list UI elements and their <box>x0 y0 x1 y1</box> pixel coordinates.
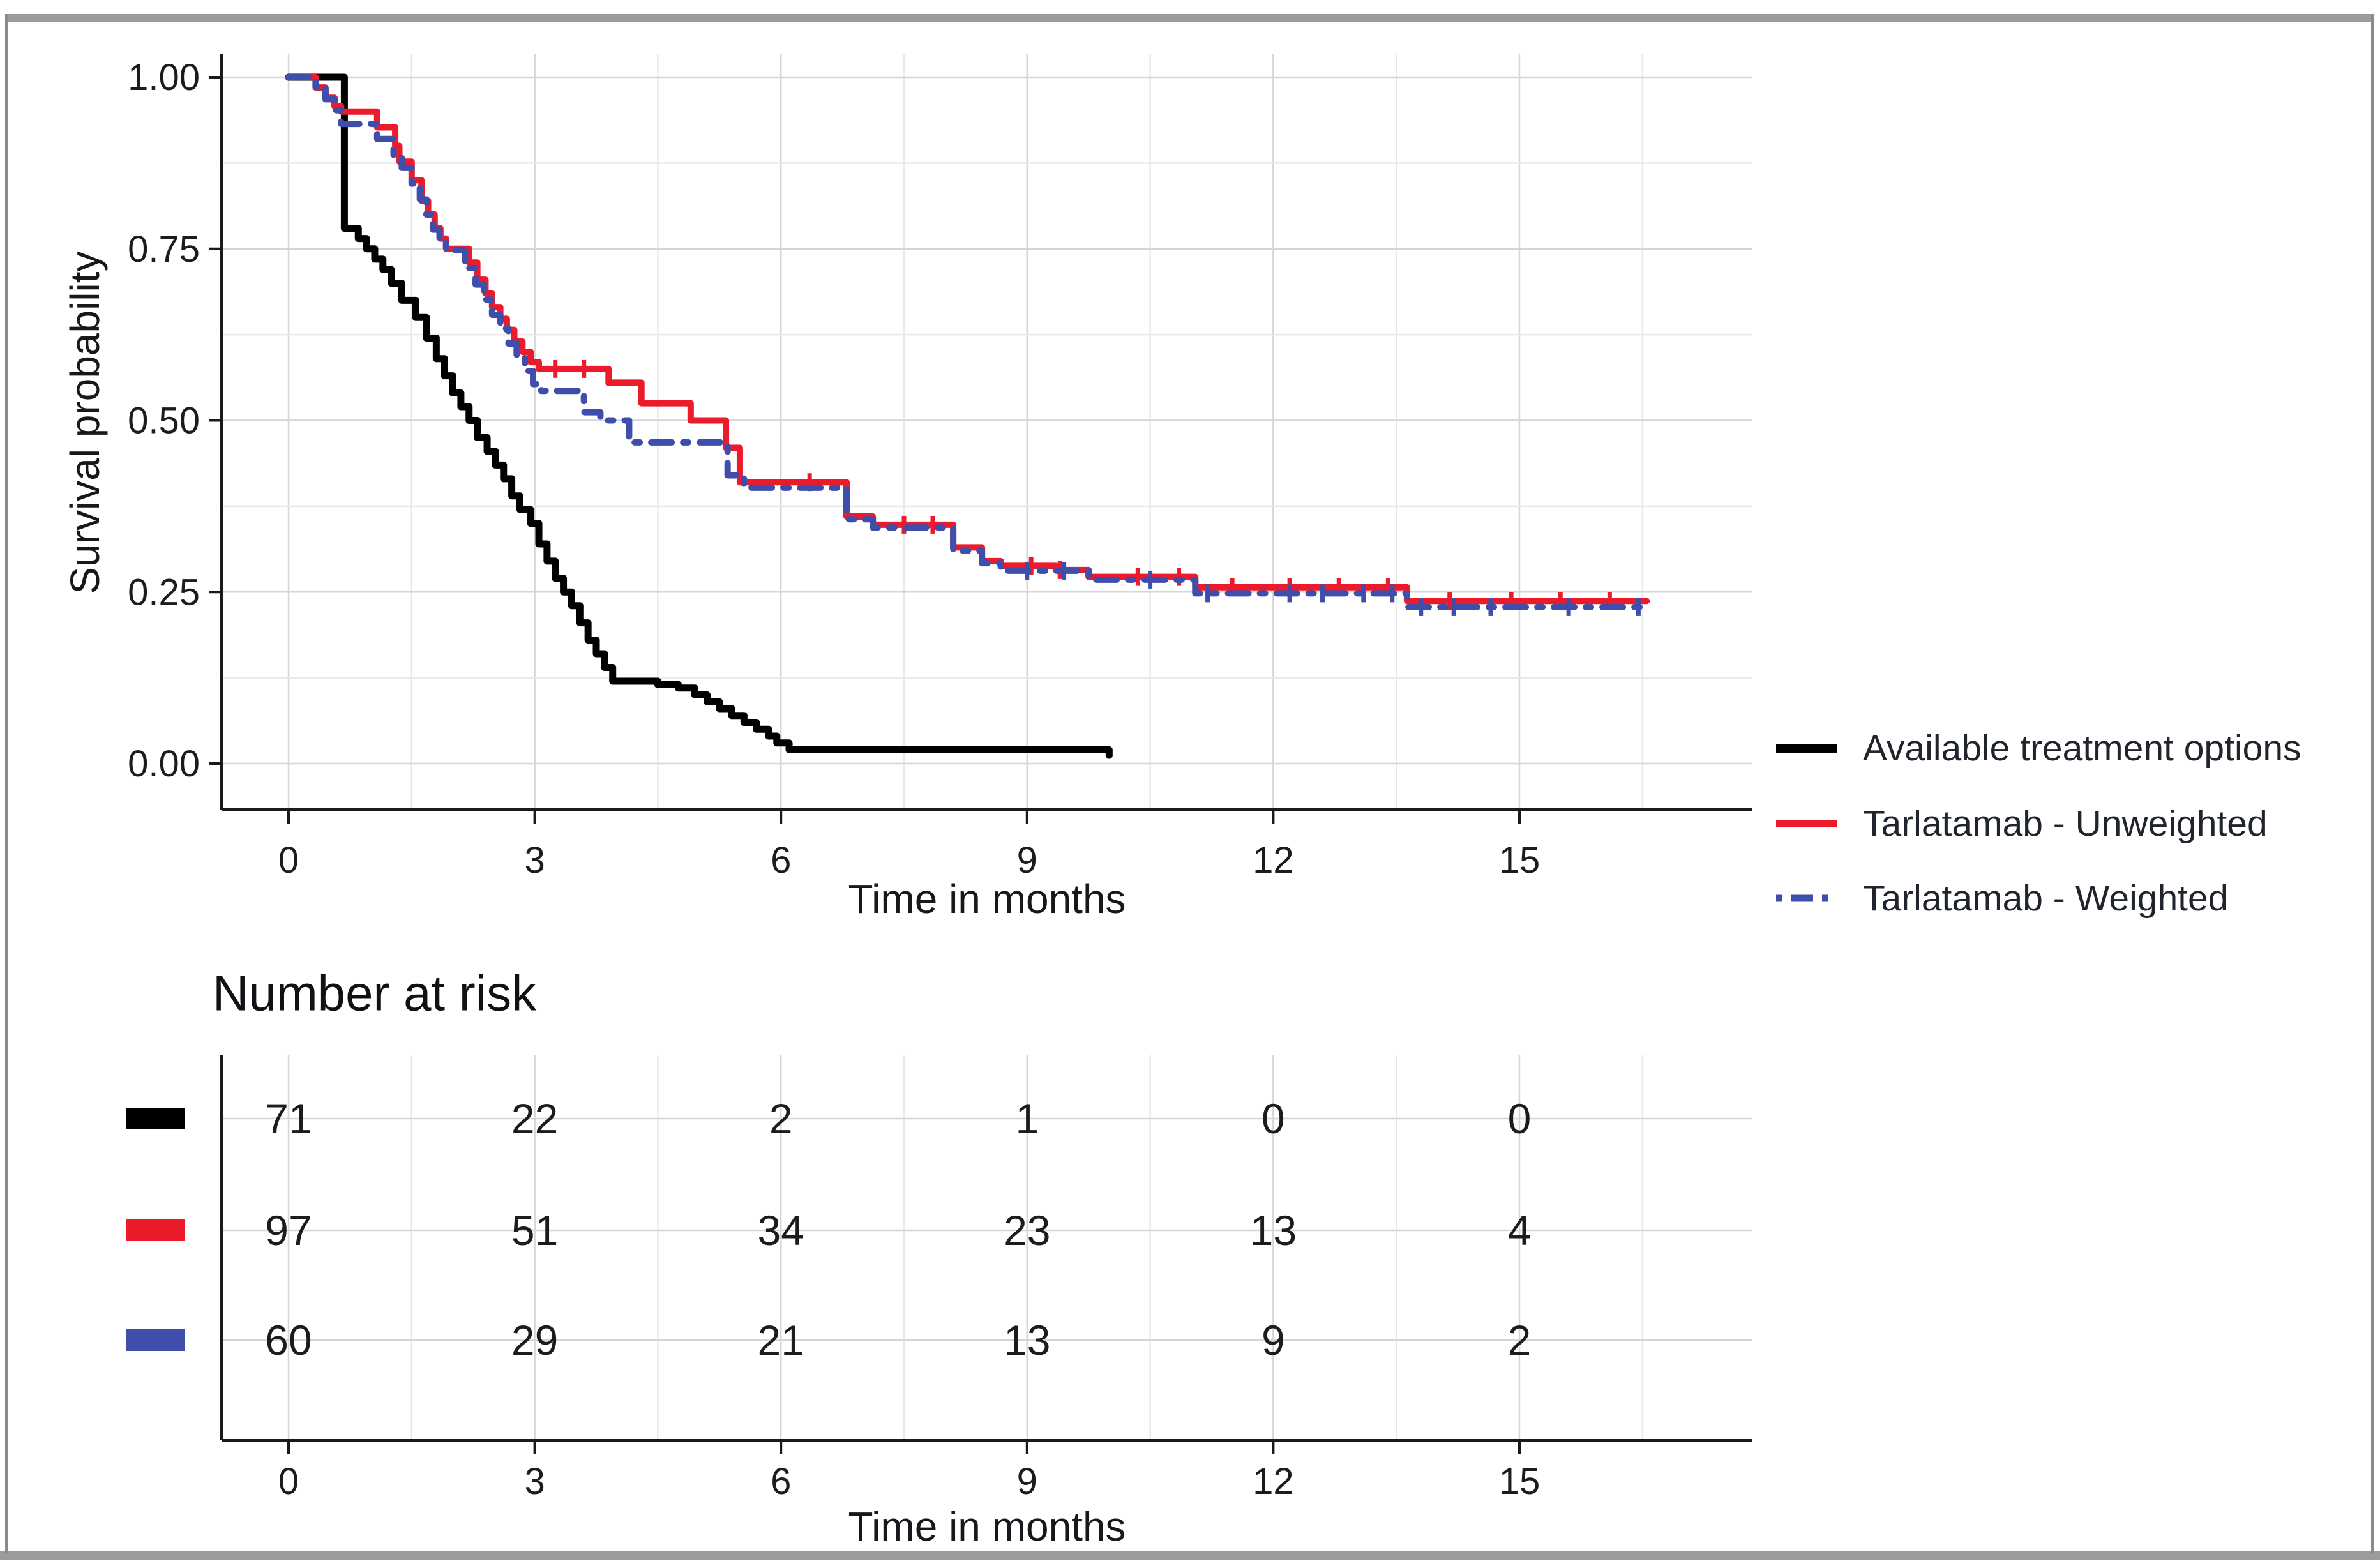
scan-border-bottom <box>0 1551 2380 1560</box>
y-axis-title: Survival probability <box>62 251 108 594</box>
scan-border-right <box>2371 14 2374 1553</box>
risk-count: 2 <box>1508 1316 1532 1364</box>
risk-count: 60 <box>265 1316 312 1364</box>
risk-count: 0 <box>1262 1095 1285 1142</box>
risk-count: 13 <box>1004 1316 1050 1364</box>
x-axis-title-risk-table: Time in months <box>848 1504 1126 1550</box>
legend-item-tarlatamab-unweighted: Tarlatamab - Unweighted <box>1774 803 2268 844</box>
legend-swatch-solid-red-line <box>1776 820 1837 827</box>
risk-x-tick-label: 9 <box>1017 1461 1037 1502</box>
x-tick-label: 3 <box>524 840 545 881</box>
risk-x-tick-label: 6 <box>771 1461 791 1502</box>
legend-label: Tarlatamab - Weighted <box>1863 878 2229 919</box>
x-axis-title-survival-plot: Time in months <box>848 876 1126 922</box>
x-tick-label: 6 <box>771 840 791 881</box>
risk-count: 0 <box>1508 1095 1532 1142</box>
curve-available-treatment-options <box>285 73 1113 759</box>
y-tick-label: 0.75 <box>128 229 200 270</box>
x-tick-label: 0 <box>278 840 299 881</box>
legend-item-tarlatamab-weighted: Tarlatamab - Weighted <box>1774 878 2229 919</box>
risk-count: 97 <box>265 1207 312 1254</box>
risk-count: 34 <box>757 1207 804 1254</box>
risk-row-swatch-available-treatment-options <box>126 1108 185 1129</box>
risk-row-swatch-tarlatamab-unweighted <box>126 1219 185 1241</box>
risk-count: 4 <box>1508 1207 1532 1254</box>
risk-count: 23 <box>1004 1207 1050 1254</box>
risk-count: 2 <box>769 1095 793 1142</box>
legend-item-available-treatment-options: Available treatment options <box>1774 728 2301 769</box>
x-tick-label: 15 <box>1499 840 1540 881</box>
legend-swatch-dashdot-blue-line <box>1776 894 1837 902</box>
risk-x-tick-label: 12 <box>1253 1461 1294 1502</box>
y-tick-label: 1.00 <box>128 57 200 98</box>
risk-count: 13 <box>1250 1207 1297 1254</box>
x-tick-label: 9 <box>1017 840 1037 881</box>
legend-label: Available treatment options <box>1863 728 2301 769</box>
risk-table-title: Number at risk <box>213 965 537 1022</box>
curve-tarlatamab-unweighted <box>285 74 1650 605</box>
risk-count: 1 <box>1015 1095 1039 1142</box>
risk-x-tick-label: 15 <box>1499 1461 1540 1502</box>
risk-count: 21 <box>757 1316 804 1364</box>
scan-border-top <box>6 14 2374 22</box>
risk-count: 9 <box>1262 1316 1285 1364</box>
curve-tarlatamab-weighted <box>285 74 1650 610</box>
y-tick-label: 0.50 <box>128 400 200 442</box>
risk-x-tick-label: 3 <box>524 1461 545 1502</box>
risk-count: 71 <box>265 1095 312 1142</box>
risk-count: 51 <box>511 1207 558 1254</box>
risk-count: 22 <box>511 1095 558 1142</box>
legend-label: Tarlatamab - Unweighted <box>1863 803 2268 844</box>
x-tick-label: 12 <box>1253 840 1294 881</box>
y-tick-label: 0.25 <box>128 571 200 613</box>
risk-x-tick-label: 0 <box>278 1461 299 1502</box>
y-tick-label: 0.00 <box>128 743 200 785</box>
risk-count: 29 <box>511 1316 558 1364</box>
scan-border-left <box>5 14 8 1553</box>
legend-swatch-solid-black-line <box>1776 744 1837 753</box>
risk-row-swatch-tarlatamab-weighted <box>126 1329 185 1351</box>
